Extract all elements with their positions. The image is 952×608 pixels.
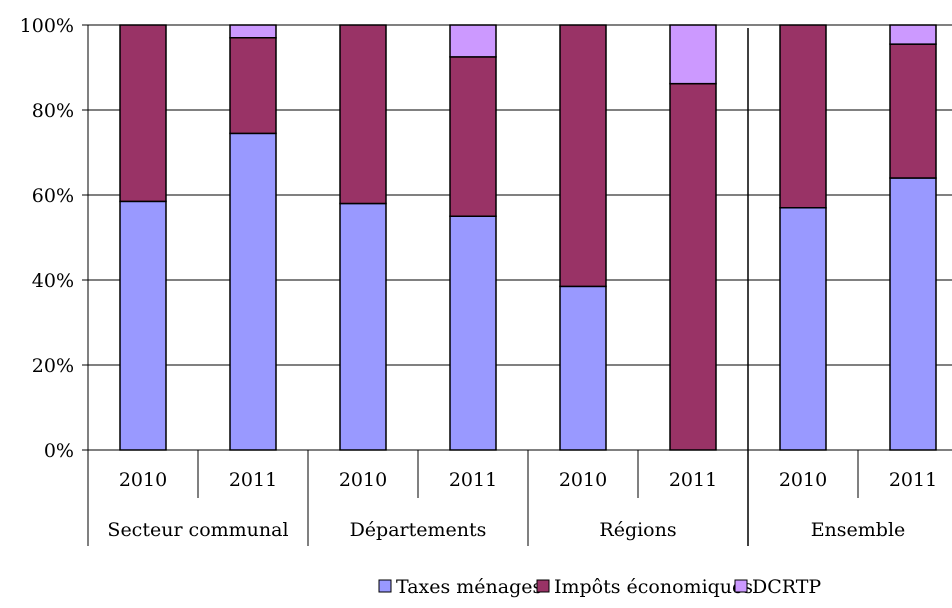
group-label: Régions (599, 519, 676, 541)
y-tick-label: 40% (32, 270, 74, 292)
legend-label: Taxes ménages (396, 576, 542, 598)
bars (119, 24, 937, 451)
bar-segment (339, 24, 387, 205)
x-tick-label: 2011 (449, 469, 497, 491)
y-tick-label: 100% (20, 15, 74, 37)
y-tick-label: 0% (44, 440, 74, 462)
bar-segment (119, 200, 167, 451)
bar-segment (559, 285, 607, 451)
bar-segment (449, 56, 497, 217)
y-tick-label: 20% (32, 355, 74, 377)
legend-label: Impôts économiques (554, 576, 753, 598)
bar-segment (449, 24, 497, 58)
group-label: Secteur communal (107, 519, 288, 541)
bar-segment (229, 37, 277, 135)
y-tick-label: 80% (32, 100, 74, 122)
legend-swatch (536, 579, 550, 593)
x-tick-label: 2011 (889, 469, 937, 491)
bar-segment (669, 24, 717, 85)
bar-segment (889, 177, 937, 451)
bar-segment (779, 24, 827, 209)
x-tick-label: 2011 (229, 469, 277, 491)
bar-segment (229, 24, 277, 39)
bar-segment (339, 202, 387, 451)
bar-segment (889, 24, 937, 45)
x-tick-label: 2010 (119, 469, 167, 491)
bar-segment (779, 207, 827, 451)
group-label: Ensemble (811, 519, 906, 541)
x-tick-label: 2010 (559, 469, 607, 491)
x-tick-label: 2010 (779, 469, 827, 491)
x-tick-label: 2010 (339, 469, 387, 491)
bar-segment (229, 132, 277, 451)
bar-segment (559, 24, 607, 288)
bar-segment (669, 82, 717, 451)
x-tick-label: 2011 (669, 469, 717, 491)
bar-segment (119, 24, 167, 203)
bar-segment (889, 43, 937, 179)
bar-segment (449, 215, 497, 451)
group-label: Départements (350, 519, 487, 541)
y-tick-label: 60% (32, 185, 74, 207)
axes: 0% 20% 40% 60% 80% 100% 2010 2011 2010 2011 2010 20… (20, 15, 937, 546)
legend-swatch (378, 579, 392, 593)
legend-swatch (734, 579, 748, 593)
legend-label: DCRTP (752, 576, 821, 598)
